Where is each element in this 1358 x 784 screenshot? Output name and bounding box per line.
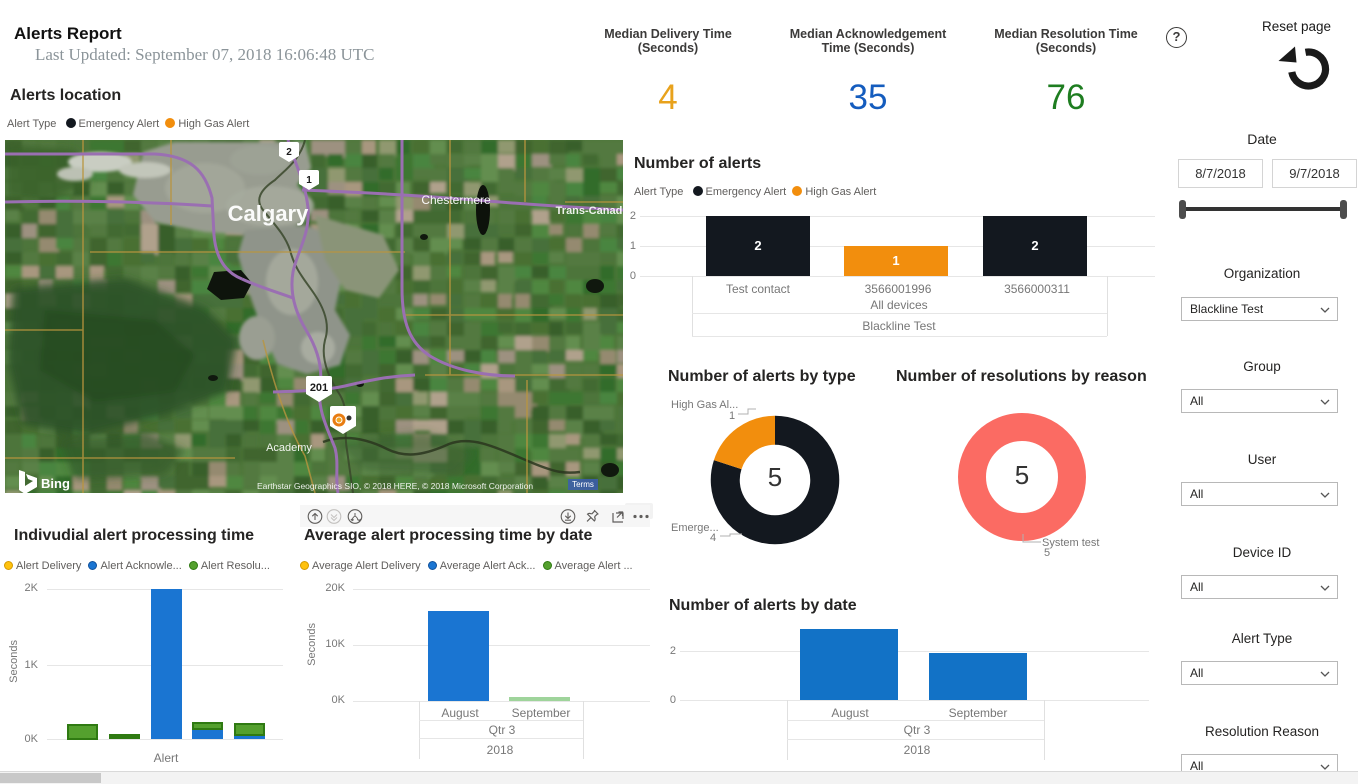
svg-text:Bing: Bing bbox=[41, 476, 70, 491]
svg-text:Chestermere: Chestermere bbox=[421, 193, 491, 207]
svg-text:201: 201 bbox=[310, 382, 328, 394]
svg-text:5: 5 bbox=[768, 462, 782, 492]
svg-text:Terms: Terms bbox=[572, 480, 594, 489]
svg-text:2: 2 bbox=[286, 147, 292, 158]
svg-text:Academy: Academy bbox=[266, 442, 312, 454]
svg-text:5: 5 bbox=[1015, 460, 1029, 490]
svg-text:1: 1 bbox=[306, 175, 312, 186]
svg-text:Earthstar Geographics SIO, © 2: Earthstar Geographics SIO, © 2018 HERE, … bbox=[257, 481, 533, 491]
svg-text:Trans-Canad: Trans-Canad bbox=[556, 205, 623, 217]
svg-text:Calgary: Calgary bbox=[228, 201, 309, 226]
